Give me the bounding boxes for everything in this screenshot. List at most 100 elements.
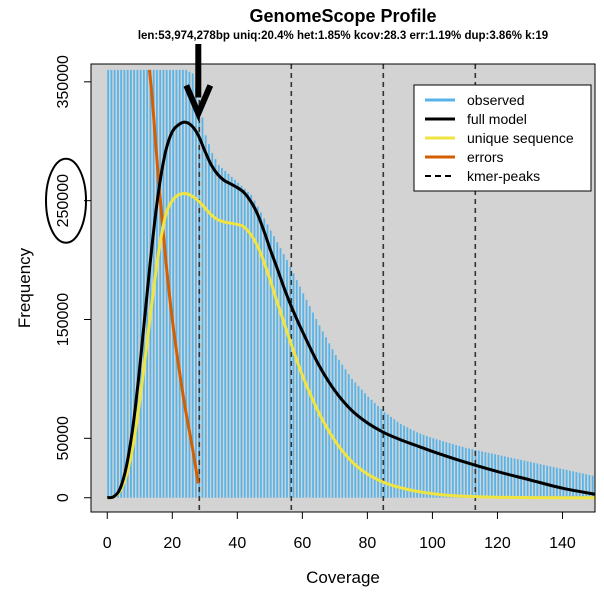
observed-bar [416, 432, 418, 498]
observed-bar [338, 359, 340, 498]
observed-bar [243, 188, 246, 498]
x-tick-label: 80 [358, 535, 376, 552]
observed-bar [253, 200, 256, 498]
observed-bar [325, 337, 327, 498]
observed-bar [256, 206, 259, 498]
chart-title: GenomeScope Profile [249, 6, 436, 26]
observed-bar [208, 144, 210, 498]
observed-bar [542, 464, 545, 498]
observed-bar [195, 86, 197, 498]
observed-bar [578, 472, 581, 498]
legend-label: observed [467, 92, 525, 108]
observed-bar [435, 439, 438, 498]
observed-bar [344, 369, 347, 498]
observed-bar [282, 254, 285, 498]
observed-bar [156, 69, 158, 498]
observed-bar [143, 69, 145, 498]
x-tick-label: 120 [484, 535, 511, 552]
observed-bar [445, 442, 448, 498]
observed-bar [139, 69, 142, 498]
observed-bar [494, 454, 496, 498]
observed-bar [292, 273, 295, 498]
x-tick-label: 100 [419, 535, 446, 552]
observed-bar [269, 230, 272, 498]
x-tick-label: 20 [163, 535, 181, 552]
y-axis: 0 50000 150000 250000 350000 [55, 55, 92, 502]
observed-bar [169, 69, 171, 498]
observed-bar [442, 441, 444, 498]
observed-bar [448, 443, 451, 498]
observed-bar [240, 185, 243, 498]
observed-bar [559, 468, 562, 498]
errors-line [148, 69, 200, 484]
observed-bar [227, 173, 230, 498]
legend: observed full model unique sequence errors k… [413, 84, 592, 192]
observed-bar [458, 445, 461, 498]
observed-bar [429, 437, 431, 498]
observed-bar [126, 69, 129, 498]
observed-bar [406, 427, 409, 498]
observed-bar [191, 73, 194, 498]
observed-bar [110, 69, 113, 498]
y-axis-label: Frequency [15, 247, 34, 328]
chart-subtitle: len:53,974,278bp uniq:20.4% het:1.85% kc… [138, 30, 548, 42]
observed-bar [224, 170, 227, 498]
observed-bar [182, 69, 184, 498]
observed-bar [393, 419, 396, 498]
observed-bar [572, 471, 575, 498]
observed-bar [360, 389, 363, 498]
arrow-head-icon [183, 84, 214, 122]
observed-bar [295, 280, 298, 498]
observed-bar [419, 433, 422, 498]
observed-bar [221, 167, 223, 498]
observed-bar [477, 450, 480, 498]
observed-bar [422, 434, 425, 498]
observed-bar [513, 458, 516, 498]
observed-bar [438, 440, 441, 498]
observed-bar [367, 396, 370, 498]
observed-bar [432, 438, 435, 498]
observed-bar [286, 260, 288, 498]
annotations [45, 44, 214, 244]
observed-bar [451, 444, 454, 498]
observed-bar [565, 469, 568, 498]
observed-bar [273, 236, 275, 498]
observed-bar [133, 69, 136, 498]
y-tick-label: 150000 [55, 293, 72, 346]
observed-bar [546, 465, 549, 498]
observed-bar [331, 349, 334, 498]
legend-label: unique sequence [467, 130, 574, 146]
observed-bar [503, 456, 506, 498]
circled-tick-highlight [45, 157, 87, 244]
observed-bar [412, 430, 415, 498]
observed-bar [364, 393, 366, 498]
observed-bar [409, 429, 412, 498]
x-tick-label: 140 [549, 535, 576, 552]
observed-bar [396, 421, 399, 498]
observed-bar [500, 455, 503, 498]
observed-bar [120, 69, 123, 498]
observed-bar [188, 71, 191, 498]
observed-bar [484, 452, 487, 498]
observed-bar [260, 212, 262, 498]
observed-bar [217, 165, 220, 498]
observed-bar [461, 446, 464, 498]
observed-bar [354, 382, 357, 498]
observed-bar [211, 153, 214, 498]
observed-bar [373, 402, 376, 498]
observed-bar [185, 69, 188, 498]
observed-bar [312, 312, 314, 498]
observed-bar [117, 69, 119, 498]
observed-bar [136, 69, 139, 498]
observed-bar [130, 69, 132, 498]
observed-bar [289, 266, 292, 498]
observed-bar [516, 459, 519, 498]
observed-bar [247, 191, 249, 498]
observed-bar [201, 117, 204, 498]
unique-sequence-line [107, 191, 595, 500]
observed-bar [562, 469, 565, 498]
observed-bar [328, 343, 331, 498]
full-model-line [107, 120, 595, 500]
observed-bar [380, 409, 383, 498]
x-tick-label: 0 [103, 535, 112, 552]
